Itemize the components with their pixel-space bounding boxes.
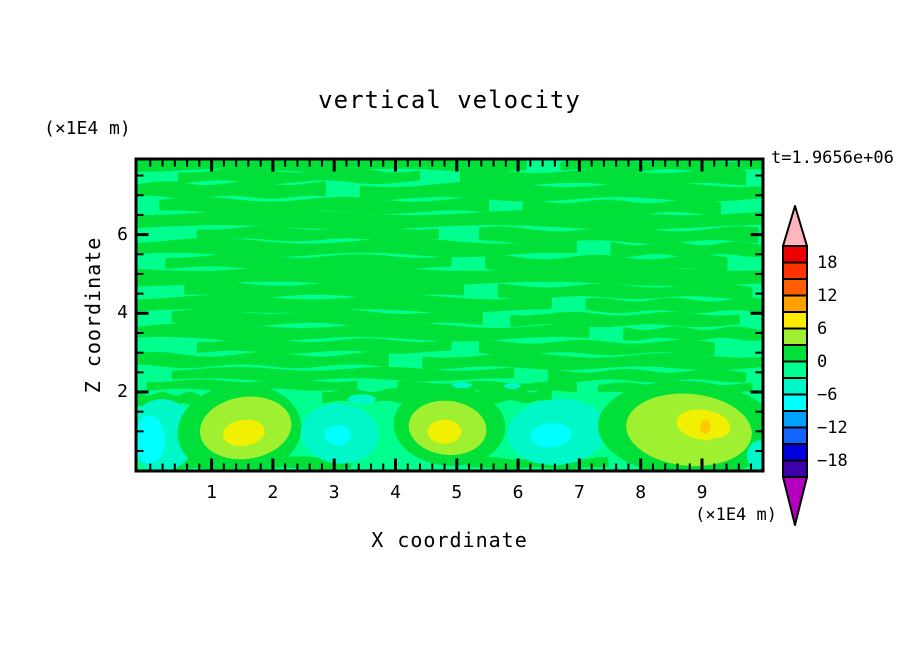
x-tick-label: 3 [328, 482, 340, 503]
colorbar-label: 18 [817, 252, 838, 273]
y-axis-unit-label: (×1E4 m) [44, 118, 131, 139]
x-tick-label: 7 [573, 482, 585, 503]
colorbar-label: −6 [817, 384, 838, 405]
colorbar-label: 6 [817, 318, 828, 339]
x-axis-title: X coordinate [371, 528, 528, 552]
x-tick-label: 1 [206, 482, 218, 503]
x-tick-label: 2 [267, 482, 279, 503]
time-annotation: t=1.9656e+06 [771, 148, 894, 168]
x-tick-label: 4 [390, 482, 401, 503]
x-tick-label: 5 [451, 482, 463, 503]
page-title: vertical velocity [318, 86, 581, 114]
colorbar-label: −12 [817, 417, 848, 438]
y-tick-label: 4 [117, 302, 128, 324]
x-tick-label: 9 [696, 482, 708, 503]
x-axis-unit-label: (×1E4 m) [695, 505, 777, 525]
x-tick-label: 8 [635, 482, 647, 503]
colorbar-label: 12 [817, 285, 838, 306]
colorbar-label: 0 [817, 351, 828, 372]
y-tick-label: 6 [117, 223, 128, 245]
x-tick-label: 6 [512, 482, 524, 503]
y-tick-label: 2 [117, 381, 128, 402]
colorbar-label: −18 [817, 450, 848, 471]
